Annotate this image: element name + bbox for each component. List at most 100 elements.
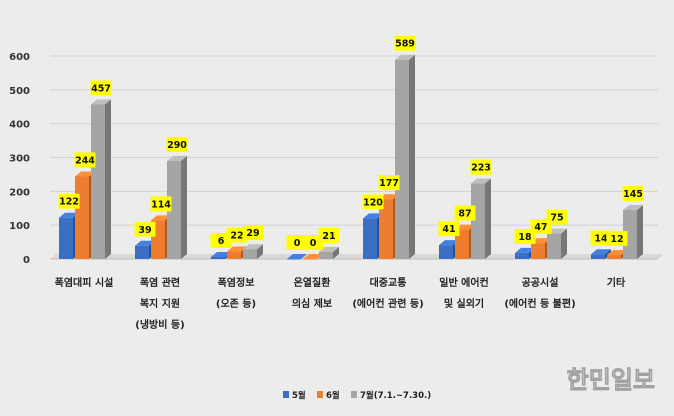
bar <box>515 252 529 259</box>
data-label-bg <box>470 159 492 175</box>
bar-side <box>637 204 643 259</box>
bar <box>363 218 377 259</box>
bar-top <box>515 247 535 253</box>
x-tick-label: 기타 <box>607 276 626 289</box>
data-label-bg <box>242 225 264 241</box>
data-label-bg <box>606 230 628 246</box>
data-label-bg <box>150 196 172 212</box>
x-tick-label: (에어컨 관련 등) <box>352 297 423 310</box>
bar-top <box>547 228 567 234</box>
bar-top <box>211 251 231 257</box>
bar-side <box>561 228 567 259</box>
data-label: 14 <box>594 233 608 244</box>
bar <box>287 259 301 260</box>
bar <box>547 233 561 259</box>
data-label-bg <box>378 175 400 191</box>
legend-label: 6월 <box>326 390 340 401</box>
x-tick-label: 복지 지원 <box>140 297 180 310</box>
bar <box>439 245 453 259</box>
data-label-bg <box>58 193 80 209</box>
legend-swatch <box>351 391 357 398</box>
data-label: 589 <box>395 39 415 50</box>
bar <box>227 251 241 259</box>
bar <box>395 59 409 260</box>
y-tick-label: 0 <box>23 255 30 266</box>
bar-top <box>439 240 459 246</box>
data-label: 145 <box>623 189 643 200</box>
x-tick-label: 폭염대피 시설 <box>55 276 114 289</box>
x-tick-label: 및 실외기 <box>444 297 484 310</box>
x-tick-label: 폭염정보 <box>218 276 255 289</box>
bar-top <box>75 171 95 177</box>
data-label: 457 <box>91 83 111 94</box>
data-label-bg <box>590 230 612 246</box>
data-label: 6 <box>218 236 225 247</box>
legend-swatch <box>317 391 323 398</box>
data-label: 122 <box>59 197 79 208</box>
bar-top <box>135 240 155 246</box>
bar <box>531 243 545 259</box>
data-label-bg <box>622 185 644 201</box>
data-label-bg <box>302 235 324 250</box>
data-label-bg <box>90 80 112 96</box>
bar-top <box>623 204 643 210</box>
bar-top <box>243 244 263 250</box>
data-label-bg <box>546 209 568 225</box>
bar <box>135 245 149 259</box>
data-label: 244 <box>75 155 95 166</box>
legend-label: 5월 <box>292 390 306 401</box>
data-label: 177 <box>379 178 399 189</box>
bar <box>623 209 637 259</box>
data-label-bg <box>210 232 232 248</box>
data-label-bg <box>318 227 340 243</box>
data-label: 0 <box>294 238 301 249</box>
data-label-bg <box>134 221 156 237</box>
bar-top <box>91 99 111 105</box>
bar-top <box>607 249 627 255</box>
x-tick-label: (에어컨 등 불편) <box>504 297 575 310</box>
bar-top <box>151 215 171 221</box>
bar <box>91 104 105 259</box>
x-tick-label: 대중교통 <box>370 276 407 289</box>
bar-top <box>287 254 307 259</box>
bar <box>591 254 605 259</box>
bar-side <box>333 246 339 259</box>
bar <box>303 259 317 260</box>
bar-top <box>363 213 383 219</box>
watermark: 한민일보 <box>567 366 655 394</box>
bar-side <box>181 155 187 259</box>
data-label-bg <box>74 152 96 168</box>
bar-side <box>409 54 415 260</box>
y-tick-label: 200 <box>9 187 30 198</box>
data-label-bg <box>454 205 476 221</box>
data-label-bg <box>394 35 416 51</box>
bar-side <box>485 178 491 259</box>
bar <box>59 217 73 259</box>
bar <box>167 160 181 259</box>
data-label-bg <box>166 136 188 152</box>
data-label: 290 <box>167 140 187 151</box>
data-label-bg <box>226 227 248 243</box>
bar <box>75 176 89 259</box>
data-label: 18 <box>518 232 532 243</box>
x-tick-label: 일반 에어컨 <box>439 276 488 289</box>
y-tick-label: 600 <box>9 52 30 63</box>
bar-top <box>591 249 611 255</box>
data-label: 0 <box>310 238 317 249</box>
x-tick-label: 공공시설 <box>522 276 559 289</box>
bar-top <box>303 254 323 259</box>
data-label-bg <box>286 235 308 250</box>
bar-top <box>471 178 491 184</box>
bar-side <box>257 244 263 259</box>
bar-top <box>455 224 475 230</box>
data-label: 223 <box>471 163 491 174</box>
data-label: 114 <box>151 199 171 210</box>
y-tick-label: 300 <box>9 154 30 165</box>
y-tick-label: 100 <box>9 221 30 232</box>
bar <box>379 199 393 259</box>
data-label: 75 <box>550 213 563 224</box>
legend-swatch <box>283 391 289 398</box>
x-tick-label: 폭염 관련 <box>140 276 180 289</box>
